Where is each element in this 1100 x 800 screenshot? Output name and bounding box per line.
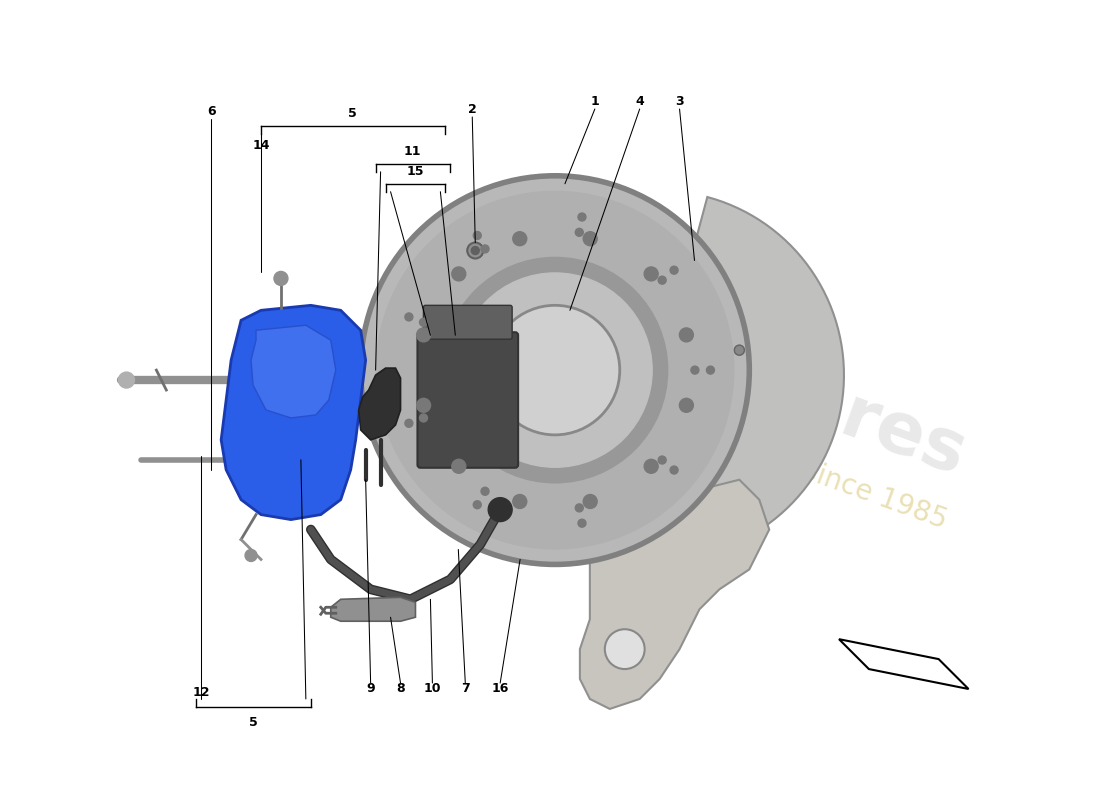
Text: 6: 6	[207, 105, 216, 118]
Polygon shape	[251, 326, 336, 418]
FancyBboxPatch shape	[418, 332, 518, 468]
Circle shape	[417, 328, 430, 342]
Text: 14: 14	[252, 139, 270, 152]
Circle shape	[670, 266, 678, 274]
Circle shape	[405, 419, 412, 427]
Polygon shape	[359, 368, 400, 440]
Polygon shape	[580, 480, 769, 709]
Circle shape	[575, 504, 583, 512]
Circle shape	[658, 276, 667, 284]
Circle shape	[694, 455, 704, 465]
Text: a passion for parts since 1985: a passion for parts since 1985	[548, 365, 952, 534]
Circle shape	[442, 258, 668, 483]
Text: 2: 2	[468, 102, 476, 115]
Circle shape	[419, 318, 428, 326]
Circle shape	[458, 273, 652, 467]
Text: 11: 11	[404, 146, 421, 158]
Circle shape	[481, 245, 490, 253]
Circle shape	[452, 459, 465, 474]
Text: 12: 12	[192, 686, 210, 699]
Circle shape	[361, 176, 749, 565]
Circle shape	[452, 267, 465, 281]
Circle shape	[376, 191, 734, 549]
Circle shape	[609, 485, 619, 494]
Circle shape	[674, 255, 684, 266]
Polygon shape	[476, 197, 844, 559]
Circle shape	[645, 267, 658, 281]
Text: 4: 4	[636, 94, 645, 107]
Circle shape	[735, 345, 745, 355]
FancyBboxPatch shape	[424, 306, 513, 339]
Circle shape	[578, 519, 586, 527]
Circle shape	[274, 271, 288, 286]
Circle shape	[680, 398, 693, 412]
Circle shape	[481, 487, 490, 495]
Text: 9: 9	[366, 682, 375, 695]
Circle shape	[645, 459, 658, 474]
Circle shape	[419, 414, 428, 422]
Circle shape	[691, 366, 698, 374]
Circle shape	[605, 630, 645, 669]
Circle shape	[513, 494, 527, 509]
Circle shape	[488, 498, 513, 522]
Text: eurospares: eurospares	[522, 270, 976, 490]
Text: 8: 8	[396, 682, 405, 695]
Circle shape	[471, 246, 480, 254]
Text: 1: 1	[591, 94, 600, 107]
Text: 15: 15	[407, 166, 425, 178]
Circle shape	[645, 505, 654, 514]
Circle shape	[706, 366, 714, 374]
Polygon shape	[221, 306, 365, 519]
Circle shape	[513, 232, 527, 246]
Circle shape	[491, 306, 619, 435]
Circle shape	[583, 494, 597, 509]
Circle shape	[473, 501, 481, 509]
Circle shape	[405, 313, 412, 321]
Text: 16: 16	[492, 682, 509, 695]
Text: 3: 3	[675, 94, 684, 107]
Circle shape	[658, 456, 667, 464]
Circle shape	[245, 550, 257, 562]
Circle shape	[578, 213, 586, 221]
Text: 5: 5	[249, 716, 257, 730]
Circle shape	[468, 242, 483, 258]
Circle shape	[680, 328, 693, 342]
Circle shape	[583, 232, 597, 246]
Text: 10: 10	[424, 682, 441, 695]
Circle shape	[119, 372, 134, 388]
Polygon shape	[839, 639, 968, 689]
Circle shape	[670, 466, 678, 474]
Circle shape	[575, 228, 583, 236]
Polygon shape	[331, 598, 416, 622]
Text: 5: 5	[349, 107, 358, 121]
Circle shape	[473, 231, 481, 239]
Circle shape	[417, 398, 430, 412]
Text: 7: 7	[461, 682, 470, 695]
